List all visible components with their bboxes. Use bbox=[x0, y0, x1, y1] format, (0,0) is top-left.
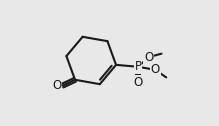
Text: P: P bbox=[134, 60, 141, 73]
Text: O: O bbox=[144, 51, 153, 64]
Text: O: O bbox=[52, 79, 62, 92]
Text: O: O bbox=[133, 76, 143, 89]
Text: O: O bbox=[151, 63, 160, 76]
